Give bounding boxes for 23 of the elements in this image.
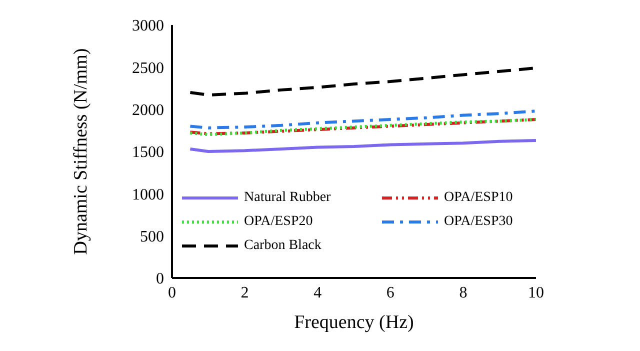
x-tick-label: 4 bbox=[314, 284, 322, 302]
y-tick-label: 3000 bbox=[132, 18, 164, 35]
line-series bbox=[188, 139, 536, 153]
legend-label: Carbon Black bbox=[244, 238, 322, 254]
x-tick-label: 0 bbox=[168, 284, 176, 302]
line-series bbox=[188, 110, 536, 130]
x-axis-title: Frequency (Hz) bbox=[294, 312, 414, 333]
y-tick-label: 0 bbox=[156, 270, 164, 288]
y-tick-label: 500 bbox=[140, 228, 164, 246]
y-tick-label: 1500 bbox=[132, 144, 164, 162]
y-tick-label: 2500 bbox=[132, 60, 164, 77]
x-tick-label: 10 bbox=[528, 284, 544, 302]
y-tick-label: 2000 bbox=[132, 102, 164, 120]
x-tick-label: 2 bbox=[240, 284, 249, 302]
legend-label: OPA/ESP10 bbox=[444, 190, 513, 206]
line-series bbox=[188, 66, 536, 96]
y-tick-label: 1000 bbox=[132, 186, 164, 204]
x-tick-label: 8 bbox=[459, 284, 468, 302]
x-tick-label: 6 bbox=[386, 284, 394, 302]
legend-label: OPA/ESP30 bbox=[444, 214, 513, 230]
legend-label: Natural Rubber bbox=[244, 190, 331, 206]
y-axis-title: Dynamic Stiffness (N/mm) bbox=[70, 48, 92, 255]
legend-label: OPA/ESP20 bbox=[244, 214, 313, 230]
